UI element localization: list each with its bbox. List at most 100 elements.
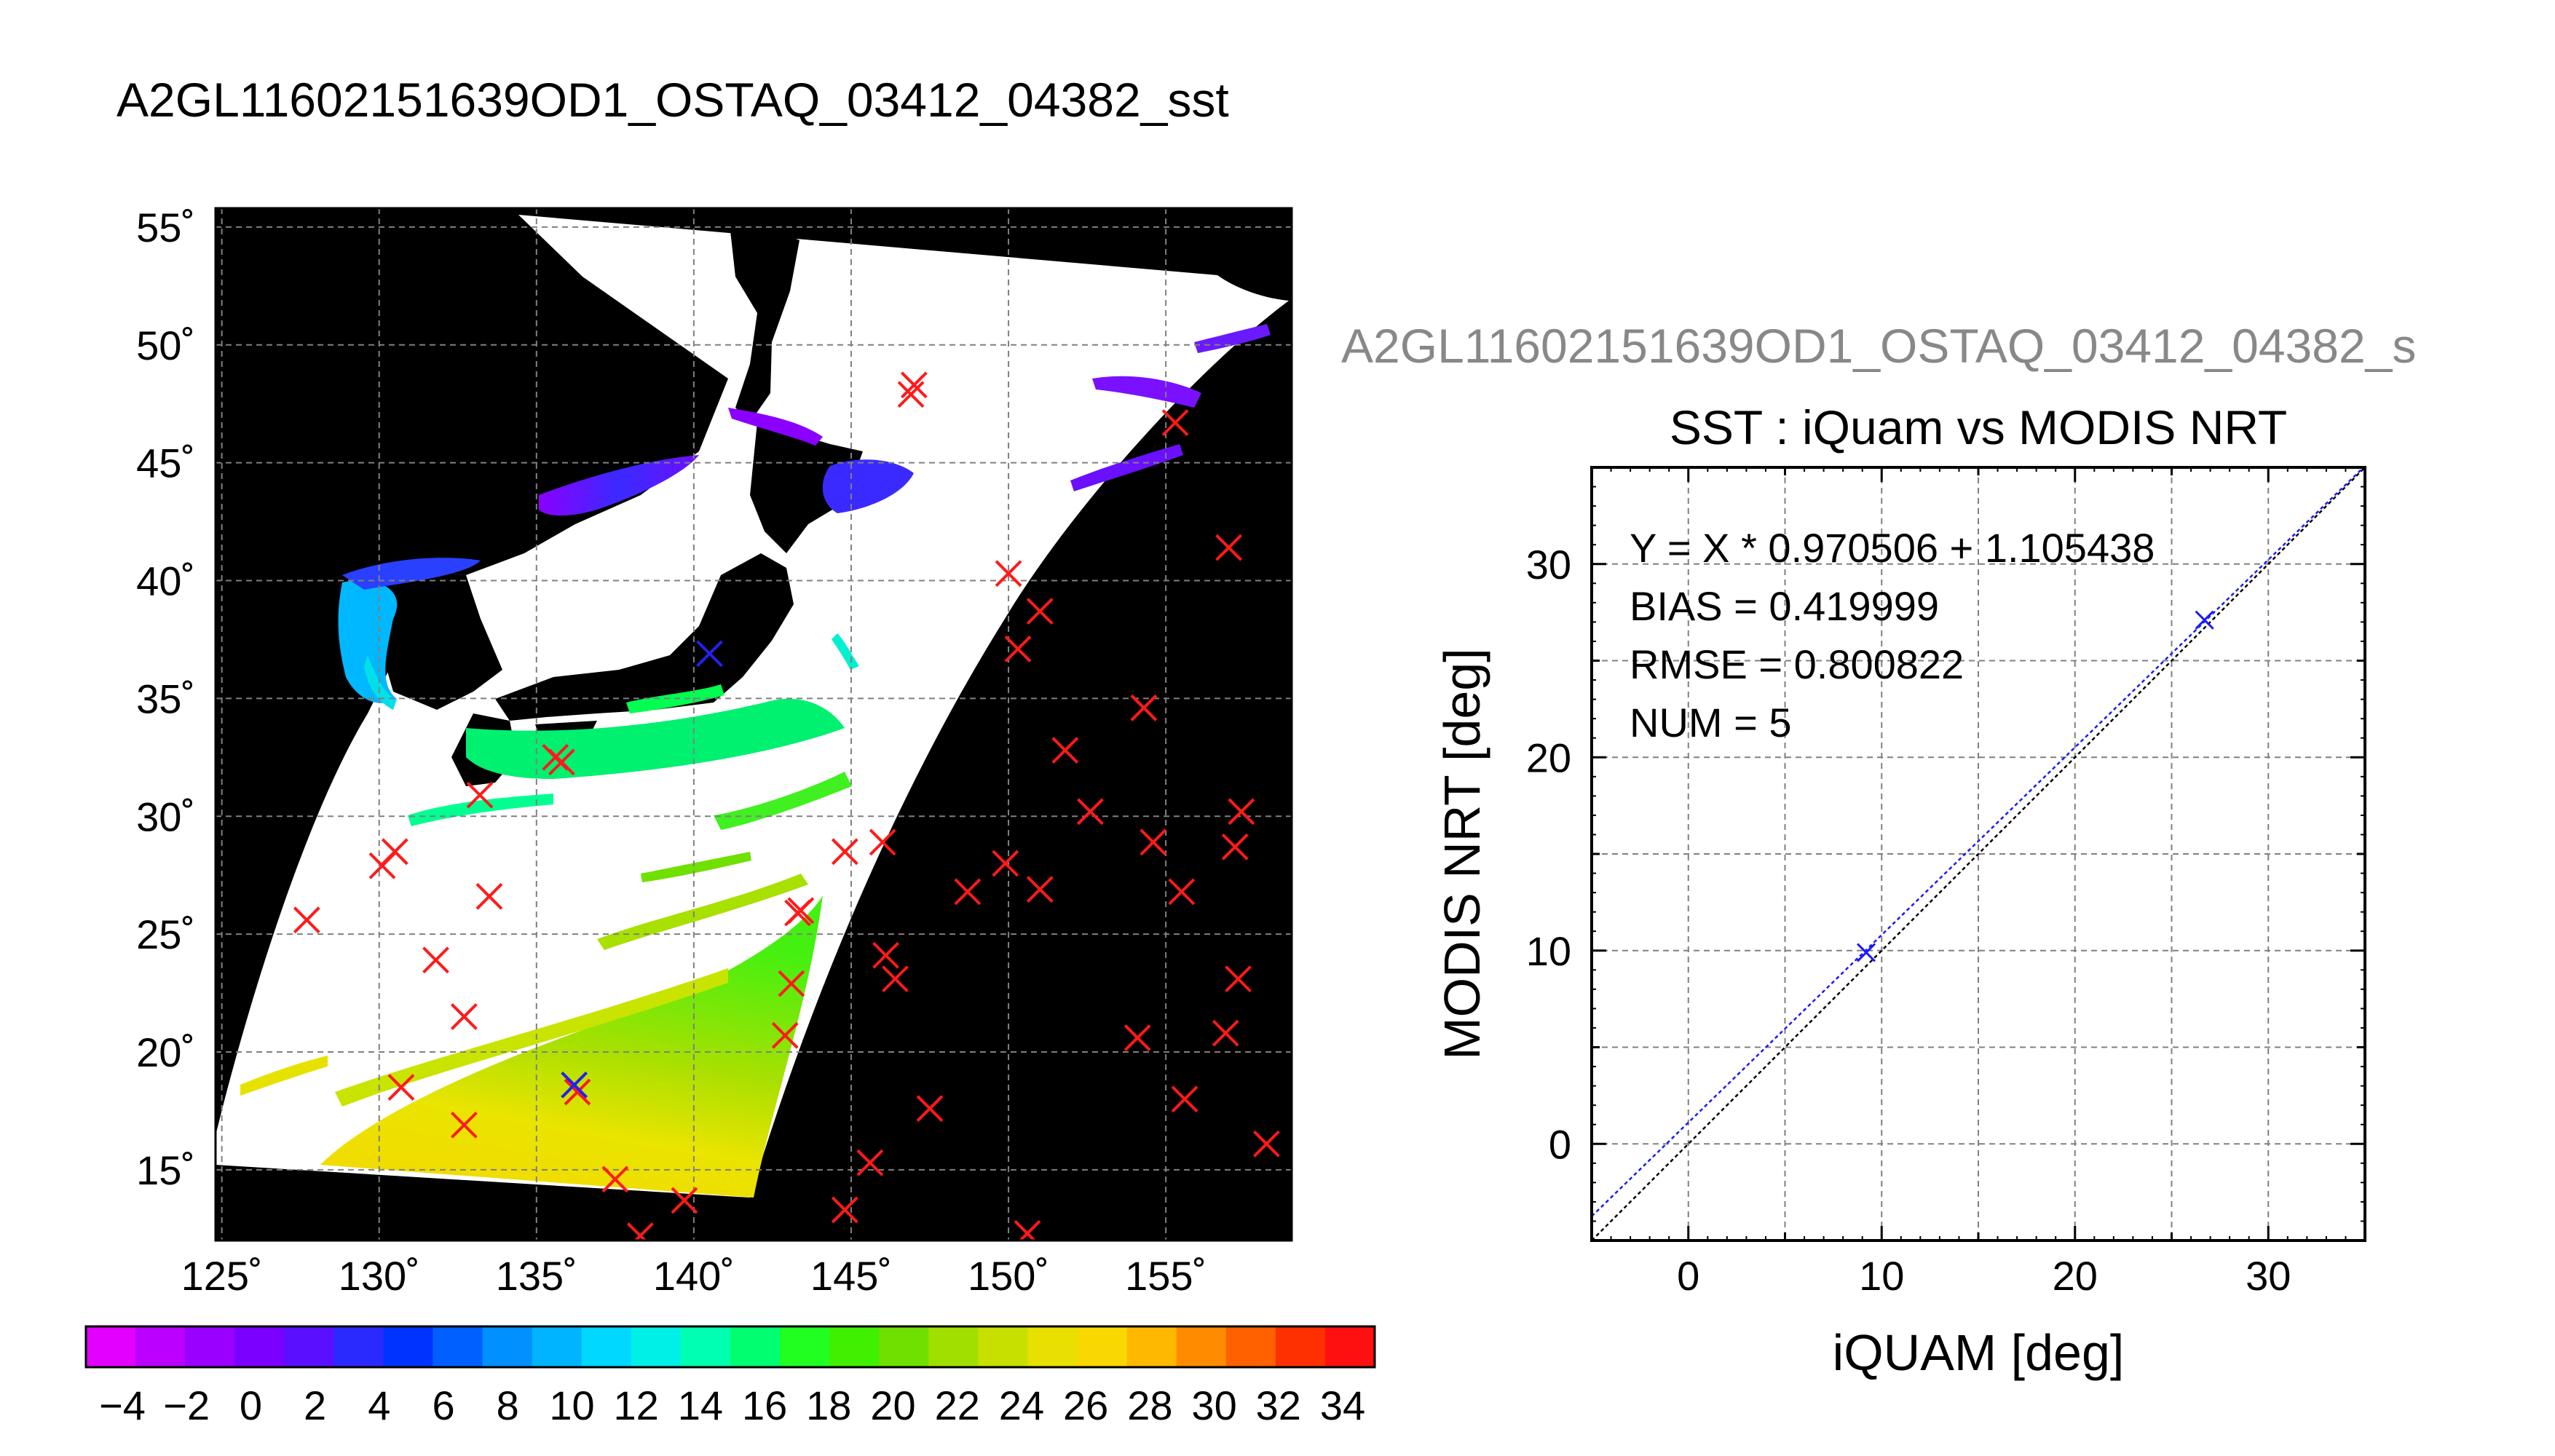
matchup-marker-red <box>450 1003 478 1030</box>
matchup-marker-red <box>1124 1024 1151 1051</box>
colorbar-cell <box>1225 1326 1276 1367</box>
matchup-marker-red <box>1212 1019 1239 1047</box>
matchup-marker-red <box>1171 1085 1198 1113</box>
map-lat-label: 15˚ <box>136 1147 195 1193</box>
y-tick-label: 20 <box>1526 735 1571 780</box>
stats-line-1: Y = X * 0.970506 + 1.105438 <box>1630 525 2155 571</box>
colorbar-label: 22 <box>935 1382 980 1428</box>
matchup-marker-red <box>1253 1130 1280 1158</box>
sst-patches <box>240 324 1271 1198</box>
colorbar-cell <box>879 1326 929 1367</box>
scatter-point <box>2195 610 2214 630</box>
plot-ticks <box>1592 467 2365 1241</box>
scatter-subtitle: A2GL11602151639OD1_OSTAQ_03412_04382_s <box>1341 319 2416 373</box>
colorbar-label: 12 <box>614 1382 659 1428</box>
stats-line-2: BIAS = 0.419999 <box>1630 583 1939 629</box>
colorbar-cell <box>1126 1326 1177 1367</box>
y-tick-label: 30 <box>1526 542 1571 587</box>
map-latitude-labels: 55˚ 50˚ 45˚ 40˚ 35˚ 30˚ 25˚ 20˚ 15˚ <box>136 205 195 1193</box>
matchup-marker-red <box>882 965 909 993</box>
matchup-marker-blue <box>696 640 723 668</box>
land-mask <box>216 208 863 786</box>
stats-line-3: RMSE = 0.800822 <box>1630 641 1964 687</box>
map-lon-label: 140˚ <box>653 1253 735 1299</box>
colorbar-cell <box>1077 1326 1128 1367</box>
matchup-marker-red <box>954 878 982 906</box>
colorbar-cell <box>284 1326 334 1367</box>
matchup-marker-red <box>1140 828 1167 856</box>
asian-mainland <box>216 208 728 772</box>
colorbar-label: 2 <box>304 1382 326 1428</box>
map-lon-label: 155˚ <box>1125 1253 1207 1299</box>
colorbar-label: 18 <box>806 1382 851 1428</box>
matchup-marker-blue <box>561 1071 588 1099</box>
colorbar-cell <box>135 1326 186 1367</box>
y-tick-label: 10 <box>1526 928 1571 974</box>
east-sea-patch <box>338 580 398 703</box>
matchup-marker-red <box>475 882 503 910</box>
map-lon-label: 125˚ <box>181 1253 263 1299</box>
colorbar-label: −2 <box>163 1382 210 1428</box>
matchup-marker-red <box>466 781 494 809</box>
matchup-marker-red <box>368 852 396 879</box>
sakhalin-island <box>728 211 799 422</box>
matchup-marker-red <box>897 381 925 408</box>
matchup-marker-red <box>387 1074 415 1101</box>
matchup-marker-red <box>450 1111 478 1139</box>
colorbar-cell <box>185 1326 235 1367</box>
colorbar-cell <box>780 1326 830 1367</box>
matchup-marker-red <box>916 1095 944 1123</box>
scatter-points <box>1856 610 2214 962</box>
colorbar-cell <box>1027 1326 1078 1367</box>
colorbar-frame <box>84 1325 1376 1369</box>
colorbar-cell <box>86 1326 136 1367</box>
matchup-marker-red <box>1225 965 1252 993</box>
x-tick-label: 20 <box>2053 1253 2098 1299</box>
colorbar-label: 10 <box>549 1382 594 1428</box>
colorbar-label: 24 <box>999 1382 1044 1428</box>
matchup-marker-red <box>1130 694 1158 721</box>
scatter-panel: A2GL11602151639OD1_OSTAQ_03412_04382_s S… <box>1341 319 2416 1381</box>
x-axis-label: iQUAM [deg] <box>1833 1324 2125 1381</box>
colorbar-cell <box>1324 1326 1375 1367</box>
x-tick-label: 30 <box>2246 1253 2291 1299</box>
matchup-marker-red <box>784 899 811 927</box>
colorbar-label: −4 <box>99 1382 146 1428</box>
matchup-marker-red <box>1161 409 1189 437</box>
colorbar-label: 6 <box>432 1382 454 1428</box>
colorbar-cell <box>433 1326 483 1367</box>
matchup-marker-red <box>992 850 1019 877</box>
matchup-marker-red <box>564 1078 591 1106</box>
map-lat-label: 20˚ <box>136 1029 195 1075</box>
matchup-marker-red <box>872 941 899 969</box>
colorbar-labels: −4 −2 0 2 4 6 8 10 12 14 16 18 20 22 24 26 28 30 32 34 <box>99 1382 1365 1428</box>
colorbar-label: 32 <box>1256 1382 1301 1428</box>
colorbar-cell <box>680 1326 731 1367</box>
map-grid <box>216 208 1292 1241</box>
matchup-marker-red <box>1228 798 1255 826</box>
matchup-marker-red <box>1215 534 1242 561</box>
matchup-marker-red <box>293 906 320 934</box>
map-lon-label: 150˚ <box>968 1253 1049 1299</box>
map-lon-label: 145˚ <box>810 1253 892 1299</box>
matchup-marker-red <box>869 828 896 856</box>
map-lon-label: 135˚ <box>496 1253 577 1299</box>
matchup-marker-red <box>831 838 858 866</box>
regression-fit-line <box>1592 467 2365 1217</box>
y-tick-label: 0 <box>1549 1121 1571 1167</box>
map-lat-label: 55˚ <box>136 205 195 250</box>
mid-sst-patch <box>466 698 845 779</box>
korean-peninsula <box>379 568 502 710</box>
colorbar-cell <box>730 1326 781 1367</box>
colorbar-cell <box>1176 1326 1227 1367</box>
colorbar-cell <box>482 1326 533 1367</box>
colorbar-label: 14 <box>678 1382 723 1428</box>
matchup-marker-red <box>548 748 575 776</box>
matchup-marker-red <box>1221 833 1249 860</box>
x-tick-label: 10 <box>1859 1253 1904 1299</box>
matchup-marker-red <box>1004 635 1032 662</box>
matchup-marker-red <box>1014 1219 1041 1241</box>
matchup-marker-red <box>771 1021 799 1049</box>
colorbar-cell <box>333 1326 384 1367</box>
honshu-island <box>495 553 794 721</box>
